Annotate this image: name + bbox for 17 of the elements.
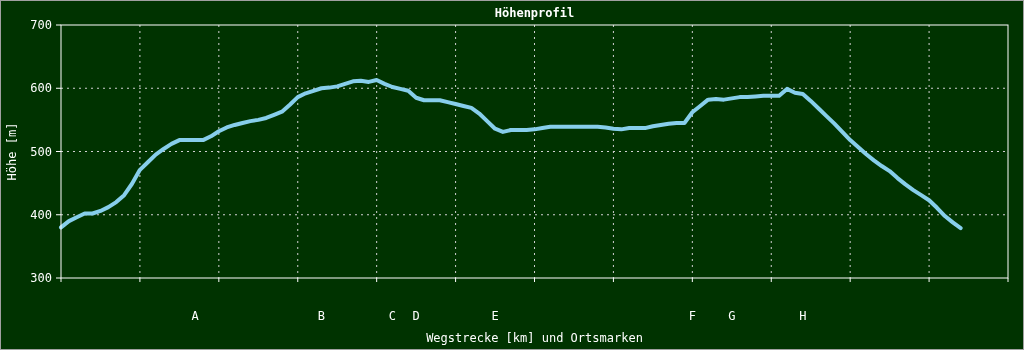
y-tick-label: 700 [30,18,52,33]
x-tick-label: A [191,309,200,323]
x-tick-label: C [388,309,397,323]
y-tick-label: 300 [30,271,52,286]
x-tick-label: F [688,309,696,323]
x-axis-title: Wegstrecke [km] und Ortsmarken [426,331,643,345]
line-series [59,78,963,231]
x-tick-label: B [317,309,326,323]
x-tick-label: D [412,309,420,323]
x-tick-label: E [491,309,499,323]
y-tick-label: 500 [30,144,52,159]
y-axis-title: Höhe [m] [5,122,19,181]
y-tick-label: 600 [30,81,52,96]
y-tick-label: 400 [30,207,52,222]
x-tick-label: G [728,309,736,323]
x-tick-label: H [799,309,807,323]
chart-title: Höhenprofil [494,6,575,20]
